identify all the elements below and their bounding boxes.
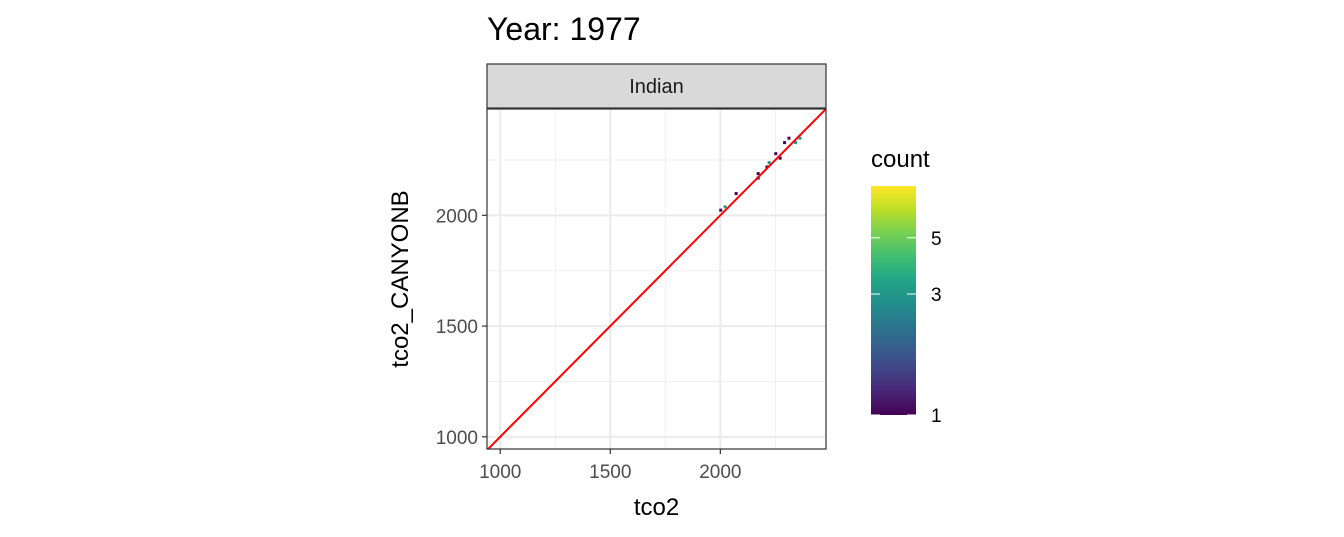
heatmap-bin xyxy=(734,192,738,196)
legend-tick-label: 5 xyxy=(931,229,942,250)
facet-label: Indian xyxy=(629,76,684,98)
heatmap-bin xyxy=(774,152,778,156)
identity-line xyxy=(487,109,826,449)
y-tick-label: 1500 xyxy=(436,317,478,338)
legend-tick-label: 3 xyxy=(931,285,942,306)
heatmap-bin xyxy=(756,172,760,176)
y-axis-title: tco2_CANYONB xyxy=(387,190,414,367)
y-tick-label: 1000 xyxy=(436,428,478,449)
heatmap-bin xyxy=(783,141,787,145)
chart-title: Year: 1977 xyxy=(487,11,641,47)
legend-title: count xyxy=(871,146,930,173)
legend-ticks: 1 3 5 xyxy=(871,229,942,427)
y-tick-label: 2000 xyxy=(436,206,478,227)
x-tick-label: 2000 xyxy=(699,462,741,483)
heatmap-bin xyxy=(723,205,727,209)
x-tick-label: 1000 xyxy=(479,462,521,483)
x-tick-label: 1500 xyxy=(589,462,631,483)
heatmap-bin xyxy=(767,161,771,165)
legend-tick-label: 1 xyxy=(931,406,942,427)
x-axis: 1000 1500 2000 xyxy=(479,449,741,483)
heatmap-bin xyxy=(719,208,723,212)
x-axis-title: tco2 xyxy=(634,494,679,521)
heatmap-bin xyxy=(798,136,802,140)
heatmap-bin xyxy=(765,165,769,169)
heatmap-bin xyxy=(778,156,782,160)
heatmap-bin xyxy=(794,141,798,145)
y-axis: 1000 1500 2000 xyxy=(436,206,487,449)
panel-border xyxy=(486,108,827,450)
legend-colorbar xyxy=(871,186,916,415)
gridlines xyxy=(487,109,826,449)
heatmap-bin xyxy=(787,136,791,140)
facet-strip xyxy=(486,63,827,109)
